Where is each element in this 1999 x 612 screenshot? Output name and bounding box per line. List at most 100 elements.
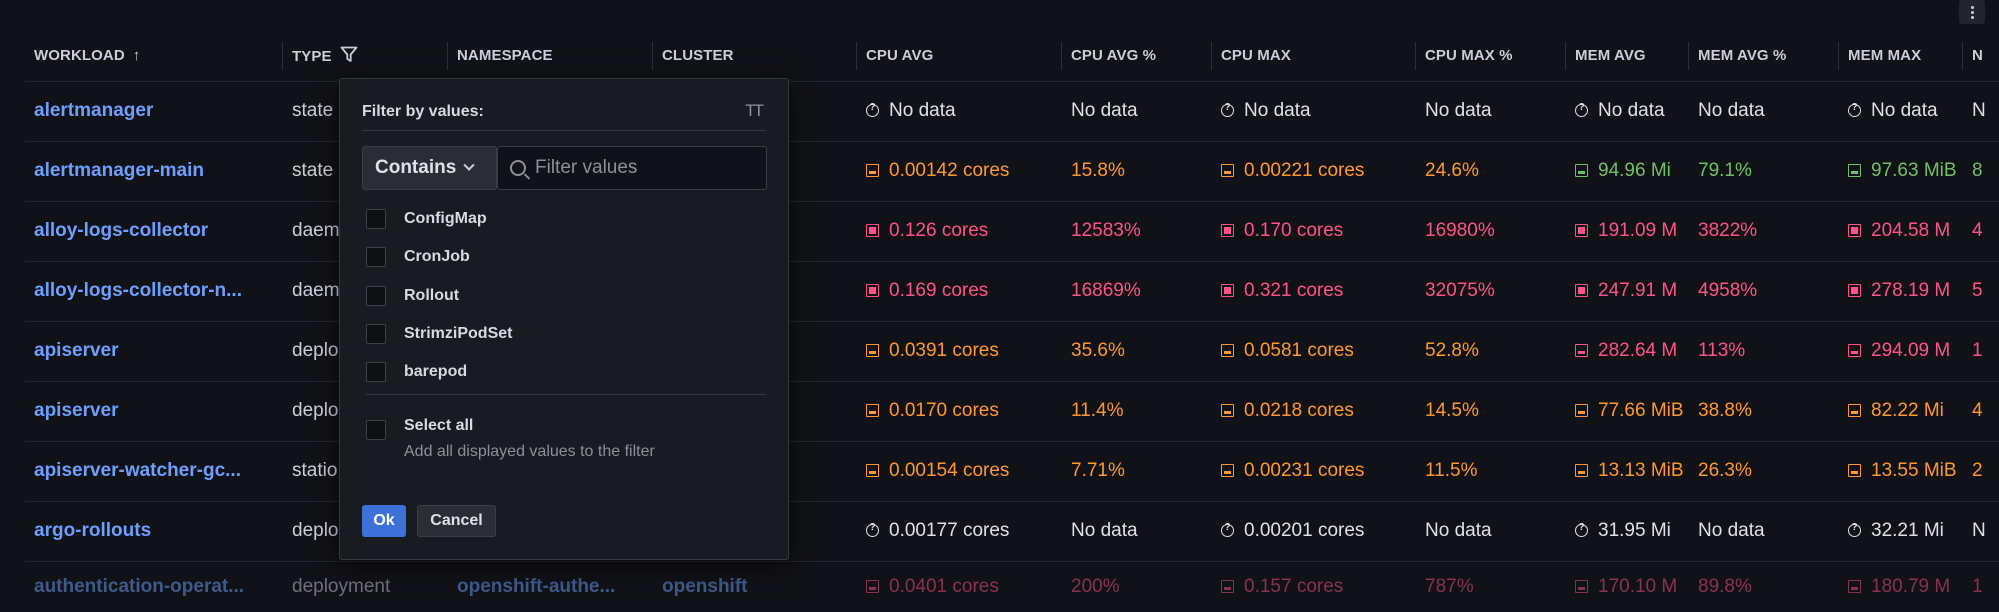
filter-value-checkbox[interactable] bbox=[366, 285, 386, 306]
filter-value-checkbox[interactable] bbox=[366, 209, 386, 230]
cell-next: N bbox=[1963, 81, 1999, 141]
cancel-button[interactable]: Cancel bbox=[417, 505, 496, 537]
col-header-cluster[interactable]: CLUSTER bbox=[653, 30, 857, 81]
cell-namespace[interactable]: openshift-authe... bbox=[448, 561, 653, 598]
cell-mem-avg-pct: 38.8% bbox=[1689, 381, 1839, 441]
cell-cpu-max-pct: No data bbox=[1416, 81, 1566, 141]
cell-value: 2 bbox=[1972, 460, 1983, 481]
cell-value: 4 bbox=[1972, 400, 1983, 421]
cell-workload[interactable]: alloy-logs-collector-n... bbox=[25, 261, 283, 321]
cell-value: 16980% bbox=[1425, 220, 1495, 241]
col-header-type[interactable]: TYPE bbox=[283, 30, 448, 81]
cell-cpu-avg: 0.0401 cores bbox=[857, 561, 1062, 598]
cell-value: 16869% bbox=[1071, 280, 1141, 301]
gauge-icon bbox=[1221, 284, 1234, 297]
cell-cpu-avg: 0.0391 cores bbox=[857, 321, 1062, 381]
cell-value: 77.66 MiB bbox=[1598, 400, 1684, 421]
gauge-icon bbox=[1848, 579, 1861, 593]
cell-mem-max: 278.19 M bbox=[1839, 261, 1963, 321]
cell-mem-max: 294.09 M bbox=[1839, 321, 1963, 381]
col-header-namespace[interactable]: NAMESPACE bbox=[448, 30, 653, 81]
cell-value: 52.8% bbox=[1425, 340, 1479, 361]
select-all-option[interactable]: Select all Add all displayed values to t… bbox=[366, 417, 655, 461]
cell-cluster[interactable]: openshift bbox=[653, 561, 857, 598]
cell-value: 24.6% bbox=[1425, 160, 1479, 181]
filter-value-option[interactable]: Rollout bbox=[366, 277, 766, 315]
cell-mem-max: 82.22 Mi bbox=[1839, 381, 1963, 441]
table-row[interactable]: apiserver deplo 0.0391 cores 35.6% 0.0581 co… bbox=[25, 321, 1999, 381]
cell-type: statio bbox=[283, 441, 448, 501]
cell-mem-avg: 282.64 M bbox=[1566, 321, 1689, 381]
cell-value: daem bbox=[292, 220, 340, 241]
filter-value-label: StrimziPodSet bbox=[404, 325, 513, 343]
cell-value: No data bbox=[1598, 100, 1665, 121]
cell-workload[interactable]: apiserver bbox=[25, 321, 283, 381]
filter-search-box[interactable] bbox=[497, 146, 767, 190]
filter-operator-select[interactable]: Contains bbox=[362, 146, 497, 190]
cell-value: 0.00142 cores bbox=[889, 160, 1010, 181]
cell-cpu-avg-pct: 15.8% bbox=[1062, 141, 1212, 201]
gauge-icon bbox=[1575, 404, 1588, 417]
cell-value: authentication-operat... bbox=[34, 575, 245, 597]
filter-funnel-icon[interactable] bbox=[340, 46, 358, 63]
filter-values-list[interactable]: ConfigMap CronJob Rollout StrimziPodSet bare… bbox=[366, 200, 766, 395]
cell-workload[interactable]: alertmanager-main bbox=[25, 141, 283, 201]
col-header-workload[interactable]: WORKLOAD ↑ bbox=[25, 30, 283, 81]
cell-mem-avg-pct: 3822% bbox=[1689, 201, 1839, 261]
cell-value: 0.0401 cores bbox=[889, 575, 999, 597]
cell-type: deplo bbox=[283, 321, 448, 381]
cell-cpu-avg: 0.00142 cores bbox=[857, 141, 1062, 201]
col-header-cpu-max[interactable]: CPU MAX bbox=[1212, 30, 1416, 81]
cell-value: N bbox=[1972, 100, 1986, 121]
cell-mem-avg: 77.66 MiB bbox=[1566, 381, 1689, 441]
table-row[interactable]: alloy-logs-collector-n... daem 0.169 cores… bbox=[25, 261, 1999, 321]
cell-mem-avg-pct: 4958% bbox=[1689, 261, 1839, 321]
gauge-icon bbox=[866, 284, 879, 297]
filter-value-option[interactable]: ConfigMap bbox=[366, 200, 766, 238]
col-header-cpu-max-pct[interactable]: CPU MAX % bbox=[1416, 30, 1566, 81]
filter-value-checkbox[interactable] bbox=[366, 362, 386, 383]
gauge-icon bbox=[1575, 164, 1588, 177]
table-row[interactable]: alloy-logs-collector daem 0.126 cores 12583… bbox=[25, 201, 1999, 261]
cell-workload[interactable]: alloy-logs-collector bbox=[25, 201, 283, 261]
filter-value-label: ConfigMap bbox=[404, 210, 487, 228]
filter-value-option[interactable]: CronJob bbox=[366, 238, 766, 276]
cell-workload[interactable]: argo-rollouts bbox=[25, 501, 283, 561]
filter-value-option[interactable]: StrimziPodSet bbox=[366, 315, 766, 353]
text-case-icon[interactable]: TT bbox=[745, 101, 764, 120]
cell-cpu-avg-pct: No data bbox=[1062, 501, 1212, 561]
col-header-next[interactable]: N bbox=[1972, 46, 1983, 64]
cell-value: 0.170 cores bbox=[1244, 220, 1344, 241]
cell-workload[interactable]: apiserver-watcher-gc... bbox=[25, 441, 283, 501]
cell-workload[interactable]: apiserver bbox=[25, 381, 283, 441]
table-row[interactable]: alertmanager-main state 0.00142 cores 15.8%… bbox=[25, 141, 1999, 201]
gauge-icon bbox=[1848, 344, 1861, 357]
cell-next: 4 bbox=[1963, 201, 1999, 261]
sort-ascending-icon: ↑ bbox=[132, 46, 141, 64]
panel-menu-button[interactable] bbox=[1959, 0, 1985, 24]
info-circle-icon bbox=[1575, 102, 1588, 117]
cell-workload[interactable]: authentication-operat... bbox=[25, 561, 283, 598]
filter-values-input[interactable] bbox=[535, 157, 755, 179]
cell-workload[interactable]: alertmanager bbox=[25, 81, 283, 141]
col-header-mem-max[interactable]: MEM MAX bbox=[1839, 30, 1963, 81]
filter-value-checkbox[interactable] bbox=[366, 324, 386, 345]
table-row[interactable]: apiserver-watcher-gc... statio 0.00154 cor… bbox=[25, 441, 1999, 501]
cell-cpu-max-pct: 11.5% bbox=[1416, 441, 1566, 501]
filter-value-option[interactable]: daemonset bbox=[366, 391, 766, 394]
cell-value: 0.00221 cores bbox=[1244, 160, 1365, 181]
table-row[interactable]: authentication-operat... deployment opensh… bbox=[25, 561, 1999, 598]
col-header-cpu-avg-pct[interactable]: CPU AVG % bbox=[1062, 30, 1212, 81]
filter-value-option[interactable]: barepod bbox=[366, 353, 766, 391]
col-header-mem-avg-pct[interactable]: MEM AVG % bbox=[1689, 30, 1839, 81]
gauge-icon bbox=[1848, 464, 1861, 477]
cell-value: 12583% bbox=[1071, 220, 1141, 241]
filter-value-checkbox[interactable] bbox=[366, 247, 386, 268]
col-header-cpu-avg[interactable]: CPU AVG bbox=[857, 30, 1062, 81]
col-header-mem-avg[interactable]: MEM AVG bbox=[1566, 30, 1689, 81]
table-row[interactable]: apiserver deplo 0.0170 cores 11.4% 0.0218 co… bbox=[25, 381, 1999, 441]
select-all-checkbox[interactable] bbox=[366, 420, 386, 440]
ok-button[interactable]: Ok bbox=[362, 505, 406, 537]
